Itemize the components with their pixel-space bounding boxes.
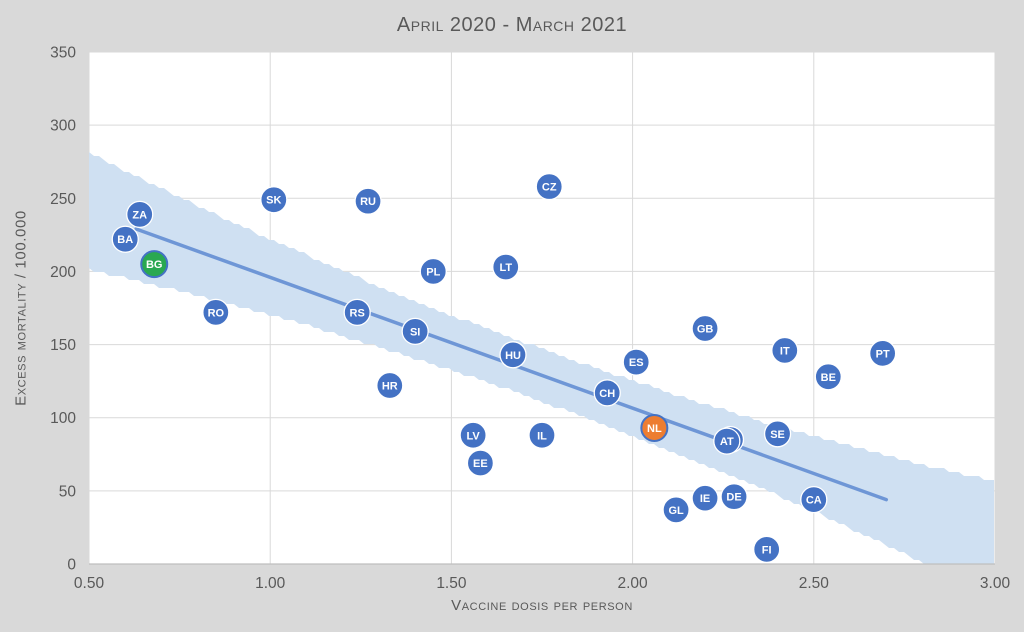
y-tick-label: 200 [50,264,76,281]
marker-circle-BE[interactable] [814,363,842,391]
marker-PL[interactable]: PL [419,257,447,286]
marker-GL[interactable]: GL [662,496,690,524]
marker-SE[interactable]: SE [763,420,792,448]
marker-circle-RO[interactable] [202,298,230,327]
marker-HU[interactable]: HU [499,341,527,369]
marker-NL[interactable]: NL [640,413,669,442]
marker-circle-RS[interactable] [343,298,371,327]
marker-RS[interactable]: RS [343,298,371,327]
marker-circle-CZ[interactable] [535,172,563,201]
marker-EE[interactable]: EE [466,449,495,477]
marker-CH[interactable]: CH [593,379,621,407]
chart-title: April 2020 - March 2021 [396,14,628,36]
marker-CZ[interactable]: CZ [535,172,563,201]
marker-SI[interactable]: SI [401,317,429,346]
marker-AT[interactable]: AT [713,427,741,455]
y-tick-label: 100 [50,410,76,427]
marker-DE[interactable]: DE [720,483,748,511]
marker-circle-RU[interactable] [354,187,382,215]
marker-CA[interactable]: CA [800,485,828,514]
marker-circle-NL[interactable] [640,413,669,442]
marker-BA[interactable]: BA [111,225,139,253]
marker-circle-FI[interactable] [753,535,781,564]
marker-circle-SE[interactable] [763,420,792,448]
marker-BE[interactable]: BE [814,363,842,391]
marker-circle-GB[interactable] [691,314,719,343]
marker-circle-GL[interactable] [662,496,690,524]
y-tick-label: 150 [50,337,76,354]
y-tick-label: 0 [67,557,76,574]
y-tick-label: 300 [50,118,76,135]
marker-circle-HU[interactable] [499,341,527,369]
marker-LT[interactable]: LT [492,253,520,281]
marker-IE[interactable]: IE [691,484,719,512]
x-axis-title: Vaccine dosis per person [451,597,633,614]
confidence-band [89,152,994,564]
marker-GB[interactable]: GB [691,314,719,343]
y-tick-label: 350 [50,45,76,62]
marker-BG[interactable]: BG [140,250,169,279]
marker-circle-IE[interactable] [691,484,719,512]
marker-circle-LT[interactable] [492,253,520,281]
marker-circle-IL[interactable] [528,421,556,449]
marker-circle-CA[interactable] [800,485,828,514]
marker-PT[interactable]: PT [869,339,897,367]
marker-circle-BA[interactable] [111,225,139,253]
x-tick-label: 3.00 [980,575,1011,592]
x-tick-label: 1.50 [436,575,467,592]
y-tick-label: 50 [59,483,77,500]
marker-RO[interactable]: RO [202,298,230,327]
marker-circle-LV[interactable] [459,421,487,449]
marker-RU[interactable]: RU [354,187,382,215]
y-axis-title: Excess mortality / 100.000 [12,210,30,406]
marker-circle-SK[interactable] [260,186,288,214]
marker-IL[interactable]: IL [528,421,556,449]
marker-circle-ES[interactable] [622,348,650,376]
marker-LV[interactable]: LV [459,421,487,449]
marker-circle-CH[interactable] [593,379,621,407]
marker-ES[interactable]: ES [622,348,650,376]
marker-circle-IT[interactable] [771,336,799,365]
y-tick-label: 250 [50,191,76,208]
marker-circle-SI[interactable] [401,317,429,346]
marker-HR[interactable]: HR [376,371,404,400]
marker-circle-DE[interactable] [720,483,748,511]
marker-IT[interactable]: IT [771,336,799,365]
marker-circle-PL[interactable] [419,257,447,286]
marker-circle-PT[interactable] [869,339,897,367]
marker-circle-AT[interactable] [713,427,741,455]
marker-ZA[interactable]: ZA [126,200,154,229]
marker-circle-ZA[interactable] [126,200,154,229]
marker-SK[interactable]: SK [260,186,288,214]
x-tick-label: 0.50 [74,575,105,592]
x-tick-label: 2.50 [799,575,830,592]
x-tick-label: 2.00 [618,575,649,592]
marker-FI[interactable]: FI [753,535,781,564]
x-tick-label: 1.00 [255,575,286,592]
marker-circle-BG[interactable] [140,250,169,279]
marker-circle-EE[interactable] [466,449,495,477]
marker-circle-HR[interactable] [376,371,404,400]
